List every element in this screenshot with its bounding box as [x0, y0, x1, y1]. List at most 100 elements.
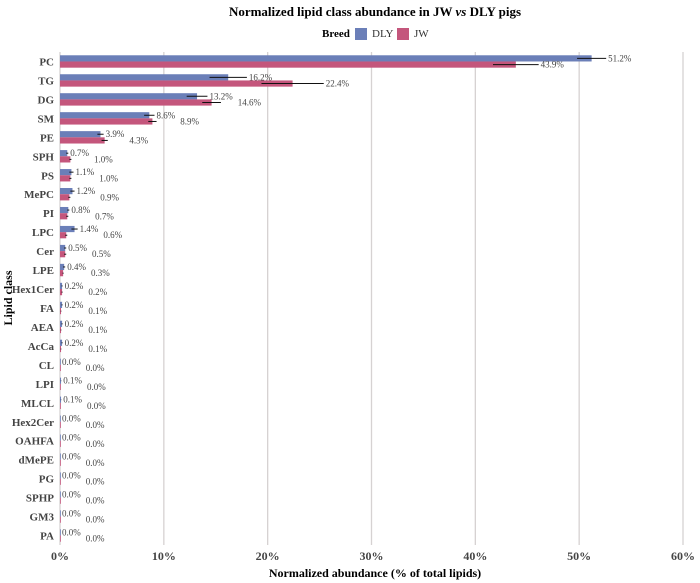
data-label-jw: 1.0% — [94, 154, 113, 164]
bar-dly — [60, 434, 61, 441]
data-label-jw: 14.6% — [238, 98, 262, 108]
data-label-dly: 1.2% — [77, 186, 96, 196]
data-label-dly: 0.0% — [62, 433, 81, 443]
data-label-dly: 0.1% — [63, 395, 82, 405]
bar-jw — [60, 383, 61, 391]
y-tick-label: MePC — [24, 189, 54, 201]
bar-dly — [60, 301, 63, 308]
bar-jw — [60, 118, 153, 125]
bar-jw — [60, 80, 293, 87]
data-label-dly: 0.5% — [68, 243, 87, 253]
bar-dly — [60, 112, 150, 119]
data-label-jw: 43.9% — [541, 60, 565, 70]
y-tick-label: AEA — [31, 322, 54, 334]
bar-dly — [60, 339, 63, 346]
y-tick-label: PI — [43, 208, 54, 220]
data-label-dly: 0.2% — [65, 281, 84, 291]
bar-jw — [60, 232, 67, 239]
bar-jw — [60, 156, 71, 163]
bar-dly — [60, 396, 62, 403]
y-tick-label: LPI — [36, 379, 54, 391]
bar-jw — [60, 137, 105, 144]
bar-jw — [60, 213, 68, 220]
data-label-dly: 0.2% — [65, 319, 84, 329]
data-label-dly: 0.0% — [62, 414, 81, 424]
data-label-dly: 0.0% — [62, 508, 81, 518]
chart-title: Normalized lipid class abundance in JW v… — [229, 4, 521, 19]
data-label-dly: 0.2% — [65, 300, 84, 310]
bar-jw — [60, 364, 61, 372]
bar-dly — [60, 74, 229, 81]
x-axis-label: Normalized abundance (% of total lipids) — [269, 566, 481, 580]
y-axis-label: Lipid class — [1, 270, 15, 325]
bar-jw — [60, 516, 61, 523]
bar-jw — [60, 251, 66, 258]
bar-jw — [60, 289, 63, 296]
bar-dly — [60, 169, 72, 176]
x-tick-label: 60% — [671, 549, 695, 563]
data-label-jw: 1.0% — [99, 173, 118, 183]
data-label-jw: 0.5% — [92, 249, 111, 259]
bar-jw — [60, 459, 61, 466]
legend-title: Breed — [322, 28, 350, 40]
data-label-dly: 51.2% — [608, 53, 632, 63]
bar-jw — [60, 326, 62, 334]
legend: Breed DLY JW — [322, 28, 429, 40]
y-tick-label: LPE — [33, 265, 54, 277]
data-label-dly: 0.4% — [67, 262, 86, 272]
bar-dly — [60, 472, 61, 479]
bar-jw — [60, 270, 64, 277]
data-label-jw: 0.0% — [87, 382, 106, 392]
bar-jw — [60, 440, 61, 447]
bar-dly — [60, 206, 69, 214]
data-label-jw: 0.1% — [88, 344, 107, 354]
x-tick-label: 40% — [463, 549, 487, 563]
y-tick-label: PG — [39, 474, 55, 486]
y-tick-label: CL — [39, 360, 54, 372]
data-label-jw: 0.7% — [95, 211, 114, 221]
bar-jw — [60, 307, 62, 315]
bar-dly — [60, 263, 65, 271]
legend-label-jw: JW — [414, 28, 429, 40]
data-label-jw: 4.3% — [129, 135, 148, 145]
bar-jw — [60, 345, 62, 353]
data-label-dly: 0.7% — [70, 148, 89, 158]
data-label-jw: 0.6% — [103, 230, 122, 240]
data-label-dly: 0.2% — [65, 338, 84, 348]
x-tick-label: 50% — [567, 549, 591, 563]
y-tick-label: PA — [40, 531, 54, 543]
data-label-dly: 0.1% — [63, 376, 82, 386]
x-tick-label: 0% — [51, 549, 69, 563]
y-tick-label: AcCa — [28, 341, 55, 353]
bar-dly — [60, 415, 61, 422]
y-tick-label: PS — [41, 170, 54, 182]
y-tick-label: DG — [38, 94, 55, 106]
x-tick-label: 30% — [360, 549, 384, 563]
data-label-jw: 0.0% — [86, 439, 105, 449]
y-tick-label: MLCL — [21, 398, 54, 410]
bar-dly — [60, 188, 73, 195]
bar-dly — [60, 510, 61, 517]
data-label-dly: 13.2% — [209, 91, 233, 101]
data-label-dly: 1.4% — [80, 224, 99, 234]
bar-dly — [60, 55, 592, 62]
bar-jw — [60, 61, 516, 68]
data-label-jw: 0.3% — [91, 268, 110, 278]
y-tick-label: SPHP — [26, 493, 54, 505]
bar-jw — [60, 99, 212, 106]
bar-jw — [60, 478, 61, 485]
y-tick-label: SPH — [33, 151, 55, 163]
y-tick-label: PC — [39, 56, 54, 68]
data-label-dly: 0.0% — [62, 527, 81, 537]
bar-jw — [60, 421, 61, 428]
bar-jw — [60, 175, 71, 182]
data-label-dly: 0.0% — [62, 357, 81, 367]
legend-label-dly: DLY — [372, 28, 394, 40]
bar-dly — [60, 244, 66, 252]
data-label-dly: 3.9% — [106, 129, 125, 139]
data-label-jw: 8.9% — [180, 116, 199, 126]
x-tick-label: 20% — [256, 549, 280, 563]
bar-dly — [60, 377, 62, 384]
data-label-dly: 0.0% — [62, 489, 81, 499]
bar-dly — [60, 150, 68, 157]
